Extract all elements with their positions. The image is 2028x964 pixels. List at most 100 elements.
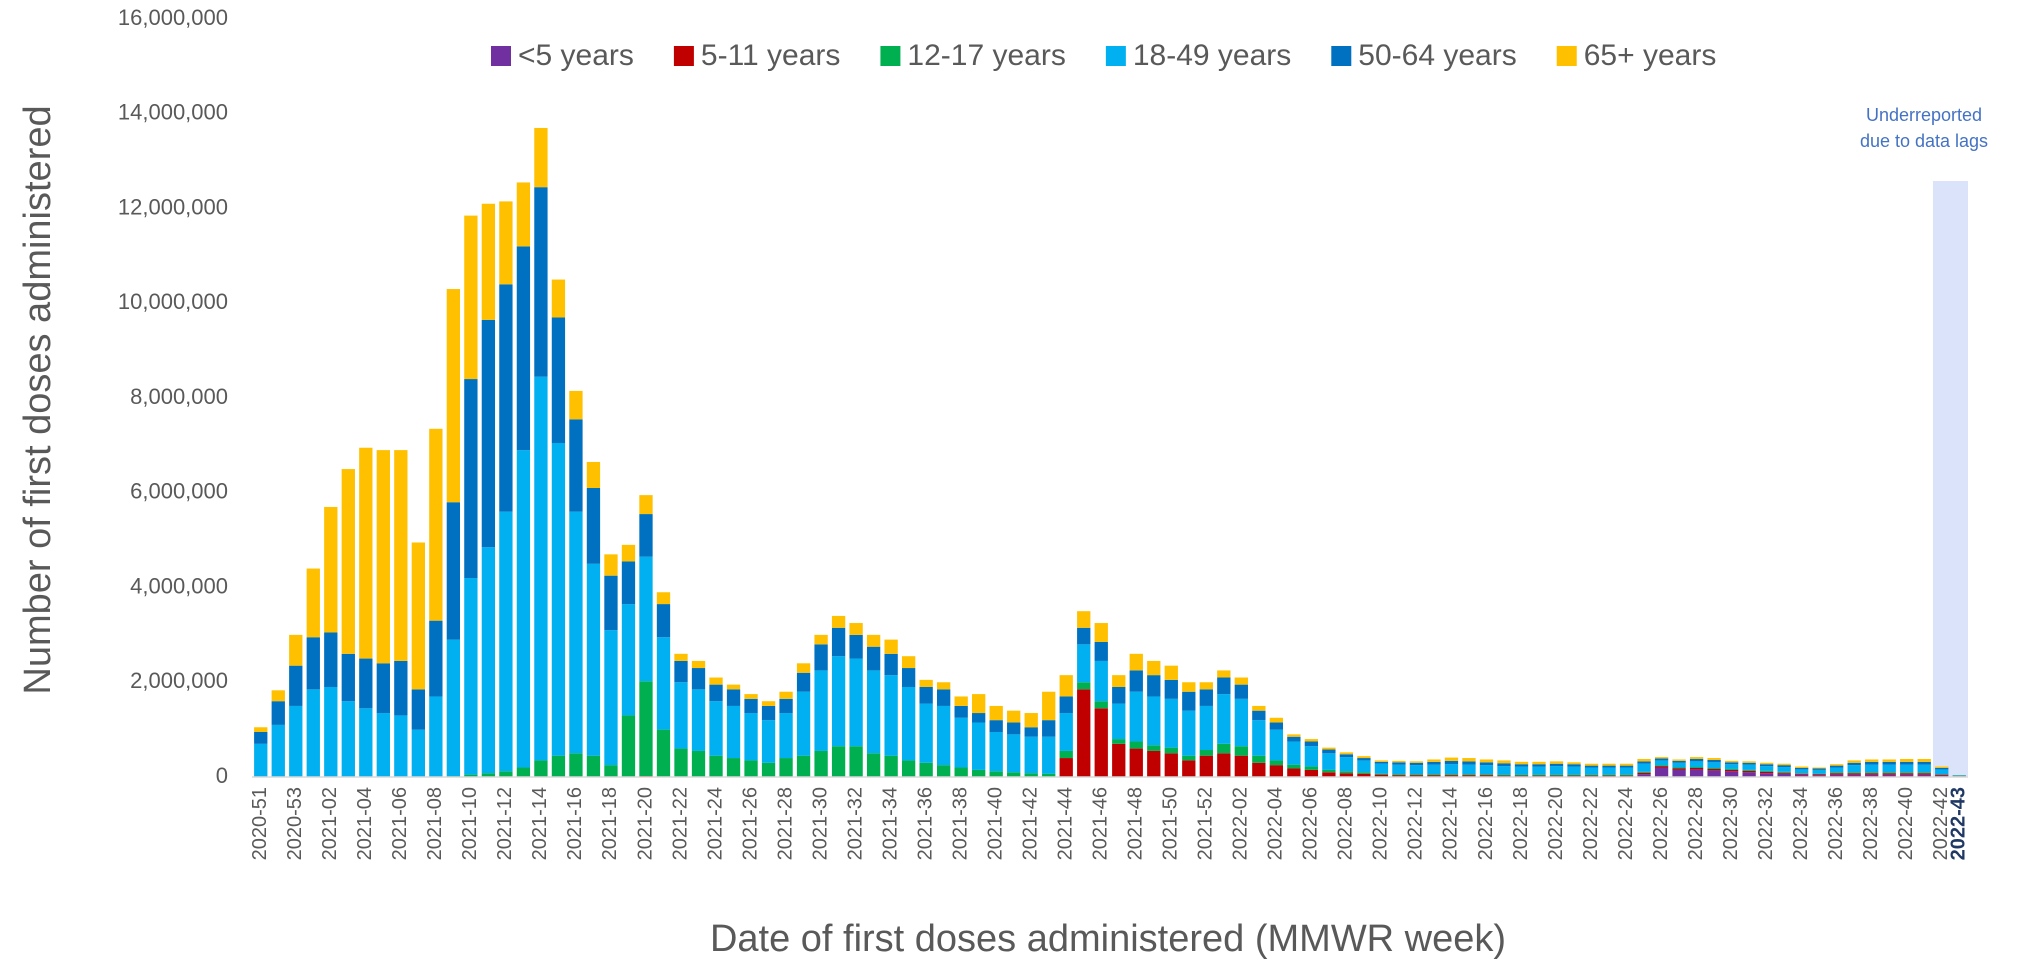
bar-segment: [779, 758, 793, 777]
bar-segment: [1339, 757, 1354, 772]
bar-segment: [989, 731, 1003, 772]
bar-segment: [1007, 734, 1021, 773]
bar-segment: [1847, 762, 1861, 766]
x-tick-label: 2021-30: [809, 787, 831, 860]
bar-segment: [499, 771, 513, 777]
bar-segment: [954, 705, 968, 718]
bar-segment: [1357, 756, 1371, 759]
bar-segment: [569, 753, 583, 777]
bar-segment: [1759, 771, 1774, 774]
bar-segment: [1217, 753, 1231, 777]
bar-segment: [1830, 773, 1844, 775]
bar-segment: [1602, 774, 1616, 776]
bar-segment: [1900, 764, 1914, 773]
bar-segment: [516, 182, 531, 247]
bar-segment: [1654, 765, 1669, 767]
bar-segment: [1024, 727, 1038, 737]
bar-segment: [1252, 762, 1266, 777]
bar-segment: [1182, 682, 1196, 692]
bar-segment: [289, 665, 303, 706]
bar-segment: [464, 578, 478, 775]
bar-segment: [394, 715, 408, 777]
bar-segment: [1217, 670, 1231, 678]
bar-segment: [1409, 762, 1424, 766]
bar-segment: [1759, 762, 1774, 765]
bar-segment: [1339, 752, 1354, 755]
bar-segment: [1724, 769, 1739, 772]
bar-segment: [761, 701, 776, 706]
bar-segment: [1444, 757, 1459, 761]
x-tick-label: 2021-38: [949, 787, 971, 860]
bar-segment: [1462, 758, 1476, 762]
bar-segment: [1462, 761, 1476, 765]
bar-segment: [779, 698, 793, 714]
bar-segment: [1689, 757, 1704, 759]
bar-segment: [1812, 775, 1826, 777]
bar-segment: [1882, 759, 1896, 762]
bar-segment: [936, 705, 951, 766]
bar-segment: [1479, 759, 1494, 763]
legend-label: <5 years: [518, 39, 634, 72]
bar-segment: [586, 461, 601, 489]
bar-segment: [1794, 766, 1809, 768]
bar-segment: [1182, 691, 1196, 711]
bar-segment: [324, 686, 338, 777]
bar-segment: [866, 634, 881, 647]
bar-segment: [1392, 775, 1406, 777]
x-tick-label: 2021-52: [1195, 787, 1217, 860]
bar-segment: [761, 762, 776, 777]
bar-segment: [1059, 750, 1073, 759]
bar-segment: [1794, 773, 1809, 775]
bar-segment: [1357, 772, 1371, 774]
bar-segment: [1427, 775, 1441, 777]
bar-segment: [481, 203, 496, 320]
bar-segment: [1549, 774, 1564, 776]
bar-segment: [569, 511, 583, 754]
x-tick-label: 2021-20: [634, 787, 656, 860]
bar-segment: [954, 767, 968, 777]
bar-segment: [674, 748, 688, 777]
bar-segment: [1374, 763, 1389, 774]
bar-segment: [1094, 660, 1108, 702]
bar-segment: [271, 724, 285, 777]
bar-segment: [1444, 774, 1459, 776]
bar-segment: [1567, 764, 1581, 767]
bar-segment: [464, 774, 478, 777]
bar-segment: [1269, 760, 1284, 766]
bar-segment: [1759, 773, 1774, 777]
y-axis-title: Number of first doses administered: [17, 105, 59, 694]
bar-segment: [376, 713, 390, 777]
bar-segment: [1217, 743, 1231, 754]
bar-segment: [1374, 774, 1389, 777]
bar-segment: [1882, 773, 1896, 775]
bar-segment: [481, 773, 496, 777]
bar-segment: [1392, 774, 1406, 776]
bar-segment: [1024, 773, 1038, 777]
bar-segment: [1637, 771, 1651, 773]
bar-segment: [1024, 713, 1038, 728]
bar-segment: [1077, 627, 1091, 645]
x-tick-label: 2022-38: [1860, 787, 1882, 860]
bar-segment: [1532, 766, 1546, 775]
bar-segment: [1234, 698, 1248, 747]
x-tick-label: 2022-08: [1335, 787, 1357, 860]
bar-segment: [1287, 741, 1301, 765]
x-tick-label: 2021-34: [879, 787, 901, 860]
bar-segment: [1147, 750, 1161, 777]
bar-segment: [1374, 761, 1389, 764]
bar-segment: [814, 634, 828, 645]
bar-segment: [1882, 772, 1896, 774]
bar-segment: [1322, 772, 1336, 777]
bar-segment: [1357, 760, 1371, 773]
bar-segment: [1689, 767, 1704, 768]
bar-segment: [989, 705, 1003, 721]
bar-segment: [1147, 675, 1161, 697]
bar-segment: [1077, 644, 1091, 683]
bar-segment: [1112, 739, 1126, 744]
bar-segment: [1112, 743, 1126, 777]
bar-segment: [1917, 773, 1931, 775]
bar-segment: [1252, 755, 1266, 763]
bar-segment: [936, 689, 951, 706]
bar-segment: [656, 592, 671, 605]
bar-segment: [464, 379, 478, 579]
